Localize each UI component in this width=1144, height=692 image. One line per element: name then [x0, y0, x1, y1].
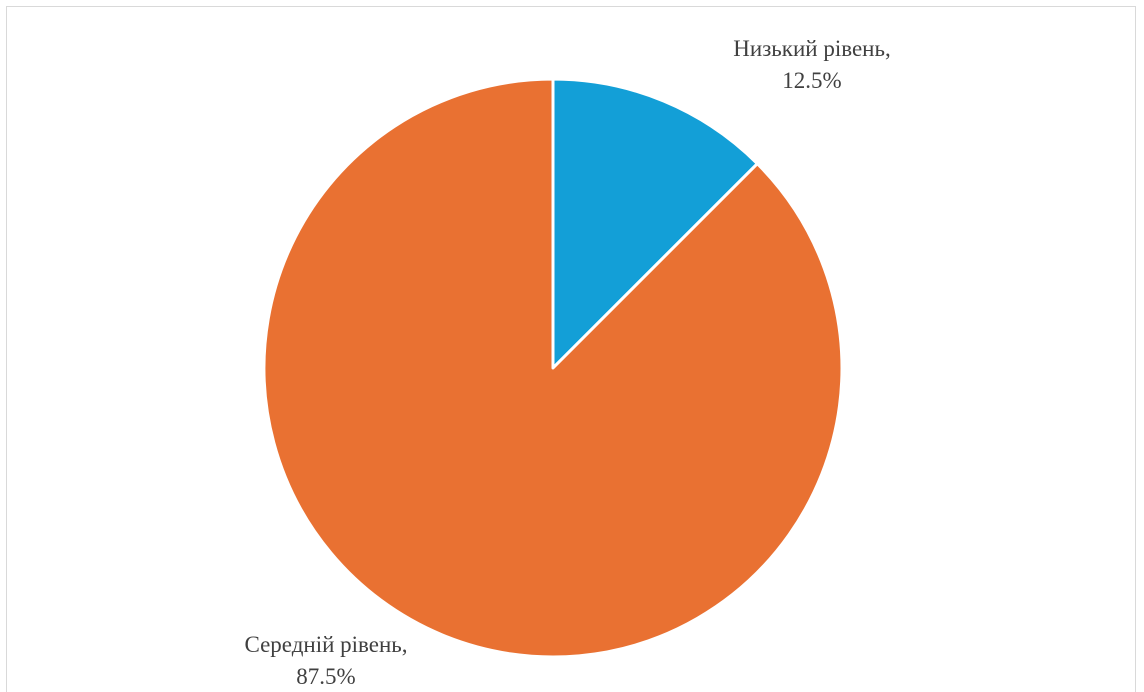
pie-slices [262, 77, 844, 659]
data-label-slice-0-category: Низький рівень, [733, 36, 890, 61]
pie-data-labels: Низький рівень, 12.5% Середній рівень, 8… [244, 36, 890, 686]
data-label-slice-0-value: 12.5% [782, 68, 841, 93]
data-label-slice-1-category: Середній рівень, [244, 632, 407, 657]
data-label-slice-1-value: 87.5% [296, 664, 355, 686]
pie-slice-0 [551, 77, 759, 370]
pie-slice-1 [262, 77, 844, 659]
